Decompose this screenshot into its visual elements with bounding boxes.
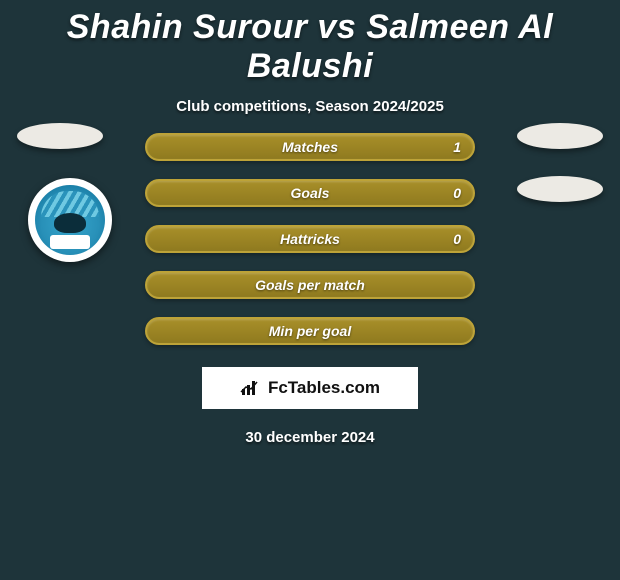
stat-row-hattricks: Hattricks 0: [145, 225, 475, 253]
barchart-icon: [240, 379, 262, 397]
stat-label: Goals per match: [255, 277, 365, 293]
player1-marker-1: [17, 123, 103, 149]
stat-label: Goals: [291, 185, 330, 201]
attribution-badge: FcTables.com: [202, 367, 418, 409]
stat-row-matches: Matches 1: [145, 133, 475, 161]
stat-value-right: 0: [453, 185, 461, 201]
player2-marker-1: [517, 123, 603, 149]
date-label: 30 december 2024: [0, 429, 620, 446]
stat-label: Matches: [282, 139, 338, 155]
player2-marker-2: [517, 176, 603, 202]
stat-label: Min per goal: [269, 323, 351, 339]
stat-label: Hattricks: [280, 231, 340, 247]
team-logo: [28, 178, 112, 262]
page-title: Shahin Surour vs Salmeen Al Balushi: [0, 0, 620, 86]
stat-value-right: 1: [453, 139, 461, 155]
stat-row-goals: Goals 0: [145, 179, 475, 207]
attribution-text: FcTables.com: [268, 378, 380, 398]
subtitle: Club competitions, Season 2024/2025: [0, 98, 620, 115]
stat-value-right: 0: [453, 231, 461, 247]
stat-row-goals-per-match: Goals per match: [145, 271, 475, 299]
stat-row-min-per-goal: Min per goal: [145, 317, 475, 345]
